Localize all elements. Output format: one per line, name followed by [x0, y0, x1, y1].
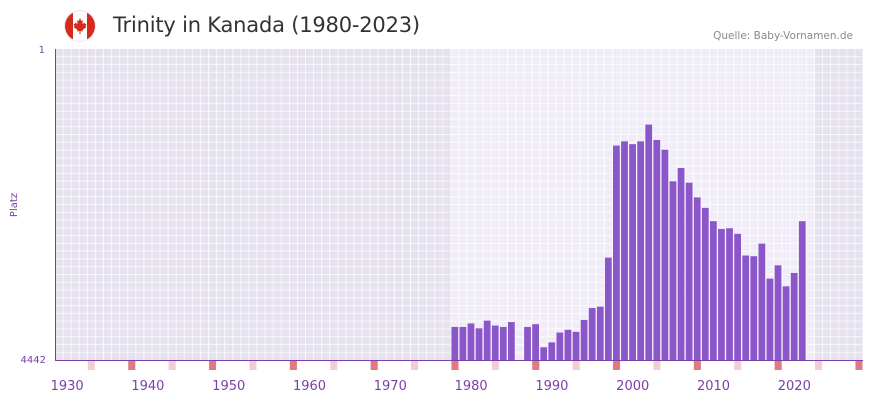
bar-2000 [629, 144, 636, 360]
source-credit: Quelle: Baby-Vornamen.de [713, 30, 853, 42]
canada-flag-icon [64, 10, 96, 42]
bar-2003 [653, 139, 661, 360]
bar-1991 [556, 332, 564, 360]
marker-1973 [411, 361, 419, 370]
x-tick-1990: 1990 [535, 379, 568, 394]
x-tick-2000: 2000 [616, 379, 649, 394]
marker-2013 [734, 361, 742, 370]
marker-1998 [613, 361, 621, 370]
bar-1995 [588, 308, 596, 360]
bar-2021 [798, 221, 806, 360]
bar-1984 [499, 326, 507, 360]
marker-1963 [330, 361, 338, 370]
bar-2017 [766, 278, 774, 360]
bar-1978 [451, 326, 459, 360]
marker-1983 [491, 361, 499, 370]
x-tick-1930: 1930 [51, 379, 84, 394]
marker-2023 [815, 361, 823, 370]
bar-2004 [661, 149, 669, 360]
bar-1983 [491, 325, 499, 360]
chart-title: Trinity in Kanada (1980-2023) [113, 13, 420, 37]
x-tick-1970: 1970 [374, 379, 407, 394]
decade-markers [87, 361, 863, 370]
bar-2007 [685, 182, 693, 360]
bar-1990 [548, 342, 556, 360]
bar-2015 [750, 256, 758, 360]
marker-1978 [451, 361, 459, 370]
marker-1958 [289, 361, 297, 370]
marker-2008 [693, 361, 701, 370]
bar-2011 [718, 228, 725, 360]
bar-2006 [677, 167, 685, 360]
bar-1997 [604, 257, 612, 360]
marker-1988 [532, 361, 540, 370]
marker-1993 [572, 361, 580, 370]
bar-1988 [532, 324, 539, 360]
marker-1933 [87, 361, 95, 370]
bar-2002 [645, 124, 653, 360]
x-tick-1940: 1940 [131, 379, 164, 394]
marker-2018 [774, 361, 782, 370]
x-tick-2010: 2010 [697, 379, 730, 394]
x-tick-1950: 1950 [212, 379, 245, 394]
bar-2009 [701, 207, 709, 360]
bar-2018 [774, 265, 782, 360]
marker-1943 [168, 361, 176, 370]
bar-1985 [507, 322, 515, 360]
bar-1980 [467, 323, 475, 360]
bar-2010 [709, 221, 717, 360]
bar-1992 [564, 329, 572, 360]
bar-2005 [669, 181, 677, 360]
y-tick-bottom: 4442 [21, 355, 46, 366]
bar-2014 [742, 255, 750, 360]
bar-1982 [483, 320, 491, 360]
bar-1996 [596, 306, 604, 360]
bar-1981 [475, 328, 483, 360]
bar-1999 [621, 141, 628, 360]
grid [54, 49, 864, 360]
bar-1979 [459, 326, 467, 360]
bar-1994 [580, 319, 588, 360]
y-axis-label: Platz [9, 193, 20, 217]
bars [451, 124, 806, 360]
bar-1987 [524, 326, 531, 360]
bar-1989 [540, 347, 548, 360]
marker-1938 [128, 361, 136, 370]
bar-2008 [693, 197, 701, 360]
x-tick-2020: 2020 [778, 379, 811, 394]
bar-2020 [790, 273, 798, 360]
bar-2016 [758, 243, 766, 360]
bar-1998 [613, 145, 620, 360]
bar-2019 [782, 286, 790, 360]
marker-1948 [209, 361, 217, 370]
bar-2013 [734, 233, 741, 360]
marker-1968 [370, 361, 378, 370]
bar-1993 [572, 331, 580, 360]
marker-2003 [653, 361, 661, 370]
bar-2001 [637, 141, 645, 360]
bar-2012 [726, 228, 733, 360]
marker-1953 [249, 361, 257, 370]
x-tick-1960: 1960 [293, 379, 326, 394]
y-tick-top: 1 [39, 45, 45, 56]
marker-2028 [855, 361, 863, 370]
x-tick-1980: 1980 [455, 379, 488, 394]
